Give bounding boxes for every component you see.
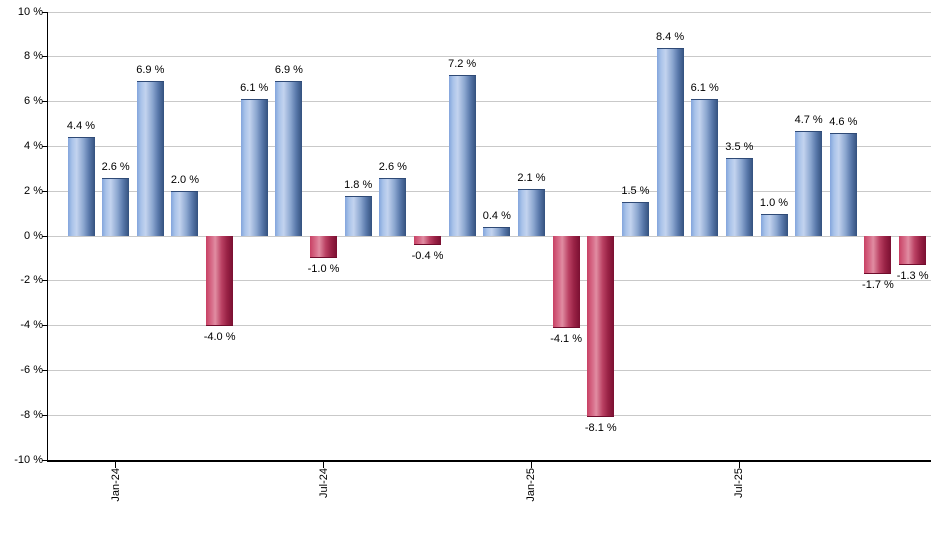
x-axis-tick-label: Jul-24 — [317, 468, 330, 498]
y-axis-tick-label: -8 % — [20, 408, 43, 421]
bar-value-label: 4.6 % — [829, 115, 858, 128]
y-gridline — [48, 101, 931, 103]
y-axis-tick-label: 4 % — [24, 139, 43, 152]
bar-value-label: 6.1 % — [690, 82, 719, 95]
return-bar[interactable] — [483, 227, 511, 236]
bar-value-label: 3.5 % — [725, 140, 754, 153]
bar-value-label: 4.7 % — [794, 113, 823, 126]
return-bar[interactable] — [310, 236, 338, 259]
y-gridline — [48, 11, 931, 13]
y-axis-tick — [41, 414, 47, 416]
y-axis-tick-label: -10 % — [14, 453, 43, 466]
return-bar[interactable] — [691, 99, 719, 236]
y-axis-tick — [41, 145, 47, 147]
x-axis-tick — [323, 461, 325, 468]
return-bar[interactable] — [102, 177, 130, 236]
return-bar[interactable] — [136, 81, 164, 236]
y-axis-tick — [41, 235, 47, 237]
y-gridline — [48, 369, 931, 371]
bar-value-label: 6.9 % — [274, 64, 303, 77]
y-axis-tick — [41, 56, 47, 58]
y-axis-tick-label: -2 % — [20, 274, 43, 287]
return-bar[interactable] — [725, 157, 753, 236]
x-axis-tick-label: Jan-25 — [525, 468, 538, 502]
y-gridline — [48, 56, 931, 58]
bar-value-label: -0.4 % — [411, 249, 444, 262]
return-bar[interactable] — [621, 202, 649, 236]
y-axis-tick — [41, 101, 47, 103]
y-gridline — [48, 145, 931, 147]
y-axis-tick-label: 8 % — [24, 50, 43, 63]
x-axis-tick — [115, 461, 117, 468]
y-gridline — [48, 235, 931, 237]
return-bar[interactable] — [760, 213, 788, 236]
return-bar[interactable] — [379, 177, 407, 236]
y-axis-line — [46, 12, 48, 462]
return-bar[interactable] — [552, 236, 580, 328]
x-axis-tick-label: Jan-24 — [109, 468, 122, 502]
bar-value-label: 0.4 % — [482, 210, 511, 223]
bar-value-label: 2.6 % — [101, 160, 130, 173]
return-bar[interactable] — [656, 47, 684, 236]
return-bar[interactable] — [795, 130, 823, 236]
bar-value-label: 1.8 % — [344, 178, 373, 191]
bar-value-label: 7.2 % — [448, 57, 477, 70]
y-axis-tick — [41, 369, 47, 371]
y-axis-tick-label: 0 % — [24, 229, 43, 242]
y-axis-tick — [41, 11, 47, 13]
return-bar[interactable] — [171, 191, 199, 236]
y-axis-tick-label: -6 % — [20, 363, 43, 376]
bar-value-label: 6.1 % — [240, 82, 269, 95]
return-bar[interactable] — [517, 188, 545, 236]
bar-value-label: -1.0 % — [307, 263, 340, 276]
y-axis-tick — [41, 280, 47, 282]
return-bar[interactable] — [414, 236, 441, 245]
bar-value-label: -4.1 % — [550, 332, 582, 345]
bar-value-label: -8.1 % — [584, 422, 617, 435]
y-axis-tick — [41, 325, 47, 327]
return-bar[interactable] — [344, 195, 372, 236]
return-bar[interactable] — [864, 236, 892, 275]
return-bar[interactable] — [67, 137, 95, 236]
x-axis-tick — [530, 461, 532, 468]
bar-value-label: 4.4 % — [66, 120, 96, 133]
bar-value-label: -1.3 % — [896, 270, 929, 283]
bar-value-label: -1.7 % — [862, 279, 894, 292]
y-axis-tick — [41, 190, 47, 192]
return-bar[interactable] — [240, 99, 268, 236]
return-bar[interactable] — [899, 236, 927, 266]
bar-value-label: -4.0 % — [203, 330, 236, 343]
x-axis-tick-label: Jul-25 — [733, 468, 746, 498]
y-axis-tick — [41, 459, 47, 461]
return-bar[interactable] — [829, 132, 857, 236]
y-gridline — [48, 280, 931, 282]
bar-value-label: 2.6 % — [378, 160, 407, 173]
y-axis-tick-label: 2 % — [24, 184, 43, 197]
y-axis-tick-label: 10 % — [17, 5, 43, 18]
y-axis-tick-label: 6 % — [24, 95, 43, 108]
return-bar[interactable] — [448, 74, 476, 236]
bar-value-label: 1.5 % — [621, 185, 650, 198]
return-bar[interactable] — [275, 81, 303, 236]
y-gridline — [48, 414, 931, 416]
x-axis-line — [46, 460, 931, 462]
return-bar[interactable] — [587, 236, 615, 418]
y-axis-tick-label: -4 % — [20, 319, 43, 332]
return-bar[interactable] — [206, 236, 234, 326]
bar-value-label: 2.1 % — [517, 171, 546, 184]
bar-value-label: 8.4 % — [655, 30, 685, 43]
bar-value-label: 2.0 % — [170, 174, 200, 187]
y-gridline — [48, 190, 931, 192]
x-axis-tick — [738, 461, 740, 468]
bar-value-label: 1.0 % — [759, 196, 789, 209]
y-gridline — [48, 325, 931, 327]
bar-value-label: 6.9 % — [136, 64, 165, 77]
